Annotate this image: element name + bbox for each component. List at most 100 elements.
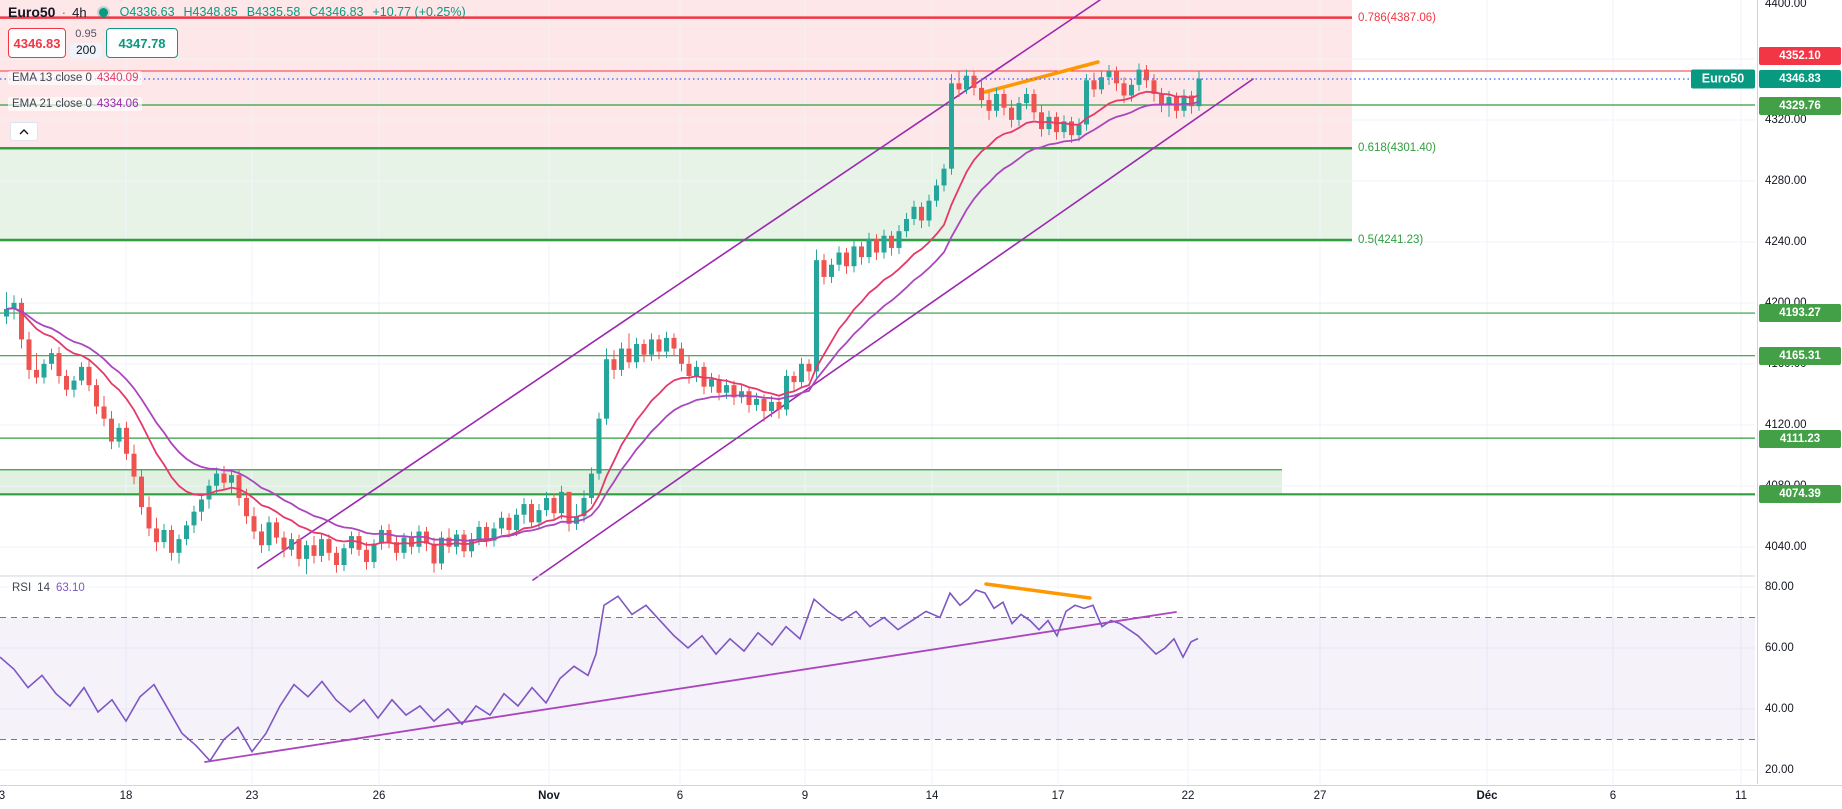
time-axis[interactable]: 3 18 23 26 Nov 6 9 14 17 22 27 Déc 6 11 (0, 785, 1842, 809)
candle (521, 504, 527, 515)
ema21-line[interactable] (6, 100, 1200, 542)
orange-price-highs[interactable] (983, 60, 1100, 94)
ema21-legend[interactable]: EMA 21 close 0 4334.06 (8, 97, 143, 111)
price-badge-4193.27: 4193.27 (1759, 304, 1841, 322)
candle (244, 497, 249, 517)
candle (1106, 71, 1112, 78)
price-badge-4165.31: 4165.31 (1759, 347, 1841, 365)
time-label-9[interactable]: 9 (801, 790, 809, 802)
time-label-11[interactable]: 11 (1735, 790, 1747, 802)
timeframe-label[interactable]: 4h (72, 4, 87, 20)
candle (716, 379, 722, 393)
orange-rsi-highs[interactable] (984, 582, 1092, 600)
sell-button[interactable]: 4346.83 (8, 28, 66, 58)
time-label-23[interactable]: 23 (245, 790, 259, 802)
candle (769, 401, 774, 412)
candle (146, 507, 152, 529)
candle (596, 418, 602, 474)
candle (851, 246, 857, 267)
symbol-price-tag: Euro50 (1691, 69, 1755, 89)
candle (124, 427, 129, 454)
time-label-6[interactable]: 6 (676, 790, 684, 802)
candle (551, 497, 557, 514)
price-badge-4111.23: 4111.23 (1759, 430, 1841, 448)
time-label-27[interactable]: 27 (1313, 790, 1327, 802)
rsi-support-trendline[interactable] (204, 611, 1177, 763)
fib-zone-green (0, 148, 1352, 240)
candle (34, 369, 39, 378)
price-axis[interactable]: 4400.004320.004280.004240.004200.004160.… (1757, 0, 1842, 784)
candle (514, 514, 519, 530)
collapse-panel-button[interactable] (10, 122, 38, 141)
price-tick: 4120.00 (1765, 419, 1807, 431)
price-tick: 4280.00 (1765, 175, 1807, 187)
symbol-legend[interactable]: Euro50 · 4h O4336.63 H4348.85 B4335.58 C… (8, 4, 466, 20)
price-tick: 20.00 (1765, 764, 1794, 776)
candle (934, 185, 939, 201)
candle (739, 391, 744, 398)
channel-upper[interactable] (257, 0, 1101, 569)
candle (1061, 121, 1067, 133)
candle (1166, 97, 1172, 105)
buy-button[interactable]: 4347.78 (106, 28, 179, 58)
rsi-legend[interactable]: RSI 14 63.10 (8, 581, 89, 595)
time-label-Nov[interactable]: Nov (538, 790, 560, 802)
fib-label-0.786: 0.786(4387.06) (1358, 11, 1437, 24)
candle (469, 539, 474, 552)
time-label-26[interactable]: 26 (372, 790, 386, 802)
candle (911, 206, 917, 219)
candle (814, 260, 819, 372)
candle (1136, 69, 1142, 85)
candle (664, 337, 669, 352)
candle (326, 539, 332, 553)
price-badge-4346.83: 4346.83 (1759, 70, 1841, 88)
time-label-Déc[interactable]: Déc (1476, 790, 1498, 802)
candle (986, 100, 992, 111)
price-tick: 4320.00 (1765, 114, 1807, 126)
candle (259, 531, 264, 546)
candle (1159, 93, 1164, 105)
candle (1129, 84, 1134, 96)
time-label-14[interactable]: 14 (925, 790, 939, 802)
time-label-22[interactable]: 22 (1181, 790, 1195, 802)
candle (454, 534, 459, 547)
chart-canvas[interactable] (0, 0, 1755, 784)
candle (806, 363, 812, 372)
candle (746, 391, 752, 405)
ema13-value: 4340.09 (96, 72, 139, 84)
candle (1084, 80, 1089, 125)
candle (251, 516, 257, 532)
ema21-label: EMA 21 close 0 (12, 98, 92, 110)
legend-separator: · (61, 4, 67, 20)
candle (791, 375, 797, 383)
candle (581, 497, 587, 517)
price-tick: 4040.00 (1765, 541, 1807, 553)
candle (19, 302, 24, 340)
candle (1144, 69, 1149, 81)
candle (731, 385, 737, 398)
candle (926, 200, 932, 221)
candle (139, 476, 144, 508)
time-label-3[interactable]: 3 (0, 790, 6, 802)
chevron-up-icon (19, 128, 29, 134)
ema13-legend[interactable]: EMA 13 close 0 4340.09 (8, 71, 143, 85)
time-label-17[interactable]: 17 (1051, 790, 1065, 802)
candle (619, 348, 624, 370)
time-label-6[interactable]: 6 (1609, 790, 1617, 802)
candle (641, 343, 647, 355)
price-badge-4329.76: 4329.76 (1759, 97, 1841, 115)
candle (161, 529, 167, 543)
channel-lower[interactable] (532, 78, 1254, 581)
ohlc-values: O4336.63 H4348.85 B4335.58 C4346.83 +10.… (120, 5, 466, 19)
fib-zone-pink (0, 0, 1352, 149)
ema13-line[interactable] (6, 90, 1200, 547)
candle (1189, 95, 1194, 107)
quantity-field[interactable]: 200 (70, 43, 103, 58)
candle (116, 427, 122, 442)
candle (889, 235, 894, 248)
time-label-18[interactable]: 18 (119, 790, 133, 802)
symbol-name[interactable]: Euro50 (8, 4, 56, 20)
candle (1024, 93, 1029, 104)
rsi-line[interactable] (0, 589, 1199, 763)
